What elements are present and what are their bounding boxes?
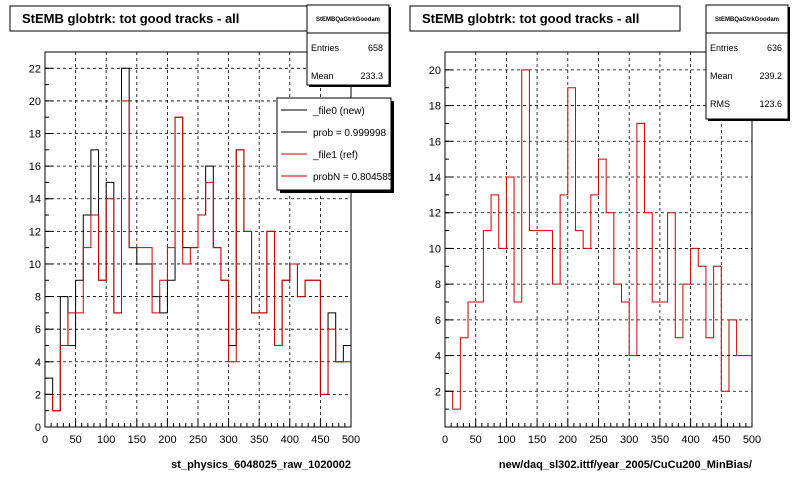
y-tick-label: 4 — [435, 351, 441, 363]
chart-title: StEMB globtrk: tot good tracks - all — [422, 11, 639, 26]
y-tick-label: 6 — [435, 315, 441, 327]
x-tick-label: 450 — [712, 434, 730, 446]
y-tick-label: 14 — [29, 194, 41, 206]
stats-value: 233.3 — [360, 71, 383, 81]
histogram-series-1 — [444, 69, 753, 427]
x-tick-label: 100 — [97, 434, 115, 446]
x-axis-label: new/daq_sl302.ittf/year_2005/CuCu200_Min… — [499, 459, 752, 471]
y-tick-label: 20 — [29, 96, 41, 108]
x-tick-label: 500 — [743, 434, 761, 446]
x-tick-label: 400 — [281, 434, 299, 446]
stats-name: StEMBQaGtrkGoodam — [316, 17, 380, 23]
x-tick-label: 50 — [69, 434, 81, 446]
y-tick-label: 2 — [35, 389, 41, 401]
y-tick-label: 4 — [35, 357, 41, 369]
stats-label: Entries — [311, 43, 340, 53]
y-tick-label: 2 — [435, 386, 441, 398]
legend-entries: _file0 (new) prob = 0.999998 _file1 (ref) p… — [281, 106, 394, 183]
y-tick-label: 8 — [35, 292, 41, 304]
stats-value: 658 — [368, 43, 383, 53]
y-tick-label: 8 — [435, 279, 441, 291]
x-tick-label: 300 — [219, 434, 237, 446]
x-axis: 0 50 100 150 200 250 300 350 400 450 500 — [442, 419, 761, 446]
y-tick-label: 14 — [429, 172, 441, 184]
y-tick-label: 12 — [29, 226, 41, 238]
legend: _file0 (new) prob = 0.999998 _file1 (ref) p… — [276, 97, 394, 193]
y-tick-label: 10 — [429, 243, 441, 255]
title-box — [409, 5, 681, 32]
y-tick-label: 10 — [29, 259, 41, 271]
x-tick-label: 350 — [250, 434, 268, 446]
y-tick-label: 18 — [29, 129, 41, 141]
x-tick-label: 500 — [342, 434, 360, 446]
stats-name: StEMBQaGtrkGoodam — [715, 17, 779, 23]
y-tick-label: 16 — [29, 161, 41, 173]
stats-box: StEMBQaGtrkGoodam Entries 636 Mean 239.2 RMS 1… — [705, 4, 790, 121]
legend-label: probN = 0.804585 — [313, 172, 394, 183]
x-tick-label: 200 — [559, 434, 577, 446]
histogram-series-2 — [44, 100, 352, 427]
legend-frame — [276, 97, 392, 191]
legend-label: _file0 (new) — [312, 106, 365, 117]
x-tick-label: 250 — [589, 434, 607, 446]
y-tick-label: 20 — [429, 65, 441, 77]
y-axis: 0 2 4 6 8 10 12 14 16 18 20 22 — [29, 51, 53, 434]
stats-label: Mean — [710, 71, 733, 81]
x-tick-label: 350 — [651, 434, 669, 446]
chart-title: StEMB globtrk: tot good tracks - all — [22, 11, 239, 26]
stats-frame — [306, 4, 390, 86]
x-tick-label: 100 — [497, 434, 515, 446]
chart-panel-2: 0 50 100 150 200 250 300 350 400 450 500 2 4 6 8 10 12 14… — [409, 4, 790, 471]
stats-box: StEMBQaGtrkGoodam Entries 658 Mean 233.3 — [306, 4, 391, 87]
x-tick-label: 400 — [681, 434, 699, 446]
x-tick-label: 0 — [42, 434, 48, 446]
x-tick-label: 150 — [128, 434, 146, 446]
x-axis: 0 50 100 150 200 250 300 350 400 450 500 — [42, 419, 360, 446]
x-tick-label: 50 — [470, 434, 482, 446]
y-tick-label: 6 — [35, 324, 41, 336]
x-tick-label: 300 — [620, 434, 638, 446]
stats-frame — [705, 4, 789, 120]
legend-label: _file1 (ref) — [312, 150, 358, 161]
x-tick-label: 200 — [158, 434, 176, 446]
x-tick-label: 250 — [189, 434, 207, 446]
stats-label: Entries — [710, 43, 739, 53]
y-tick-label: 16 — [429, 136, 441, 148]
y-tick-label: 22 — [29, 63, 41, 75]
y-tick-label: 12 — [429, 208, 441, 220]
x-tick-label: 450 — [311, 434, 329, 446]
y-tick-label: 0 — [35, 422, 41, 434]
x-tick-label: 150 — [528, 434, 546, 446]
chart-panel-1: 0 50 100 150 200 250 300 350 400 450 500 0 2 4 6 8 10 12 1… — [9, 4, 394, 471]
y-axis: 2 4 6 8 10 12 14 16 18 20 — [429, 51, 453, 428]
stats-value: 123.6 — [759, 99, 782, 109]
stats-label: RMS — [710, 99, 730, 109]
x-tick-label: 0 — [442, 434, 448, 446]
x-axis-label: st_physics_6048025_raw_1020002 — [171, 459, 351, 471]
y-tick-label: 18 — [429, 101, 441, 113]
stats-value: 636 — [767, 43, 782, 53]
stats-label: Mean — [311, 71, 334, 81]
legend-label: prob = 0.999998 — [313, 128, 387, 139]
stats-value: 239.2 — [759, 71, 782, 81]
